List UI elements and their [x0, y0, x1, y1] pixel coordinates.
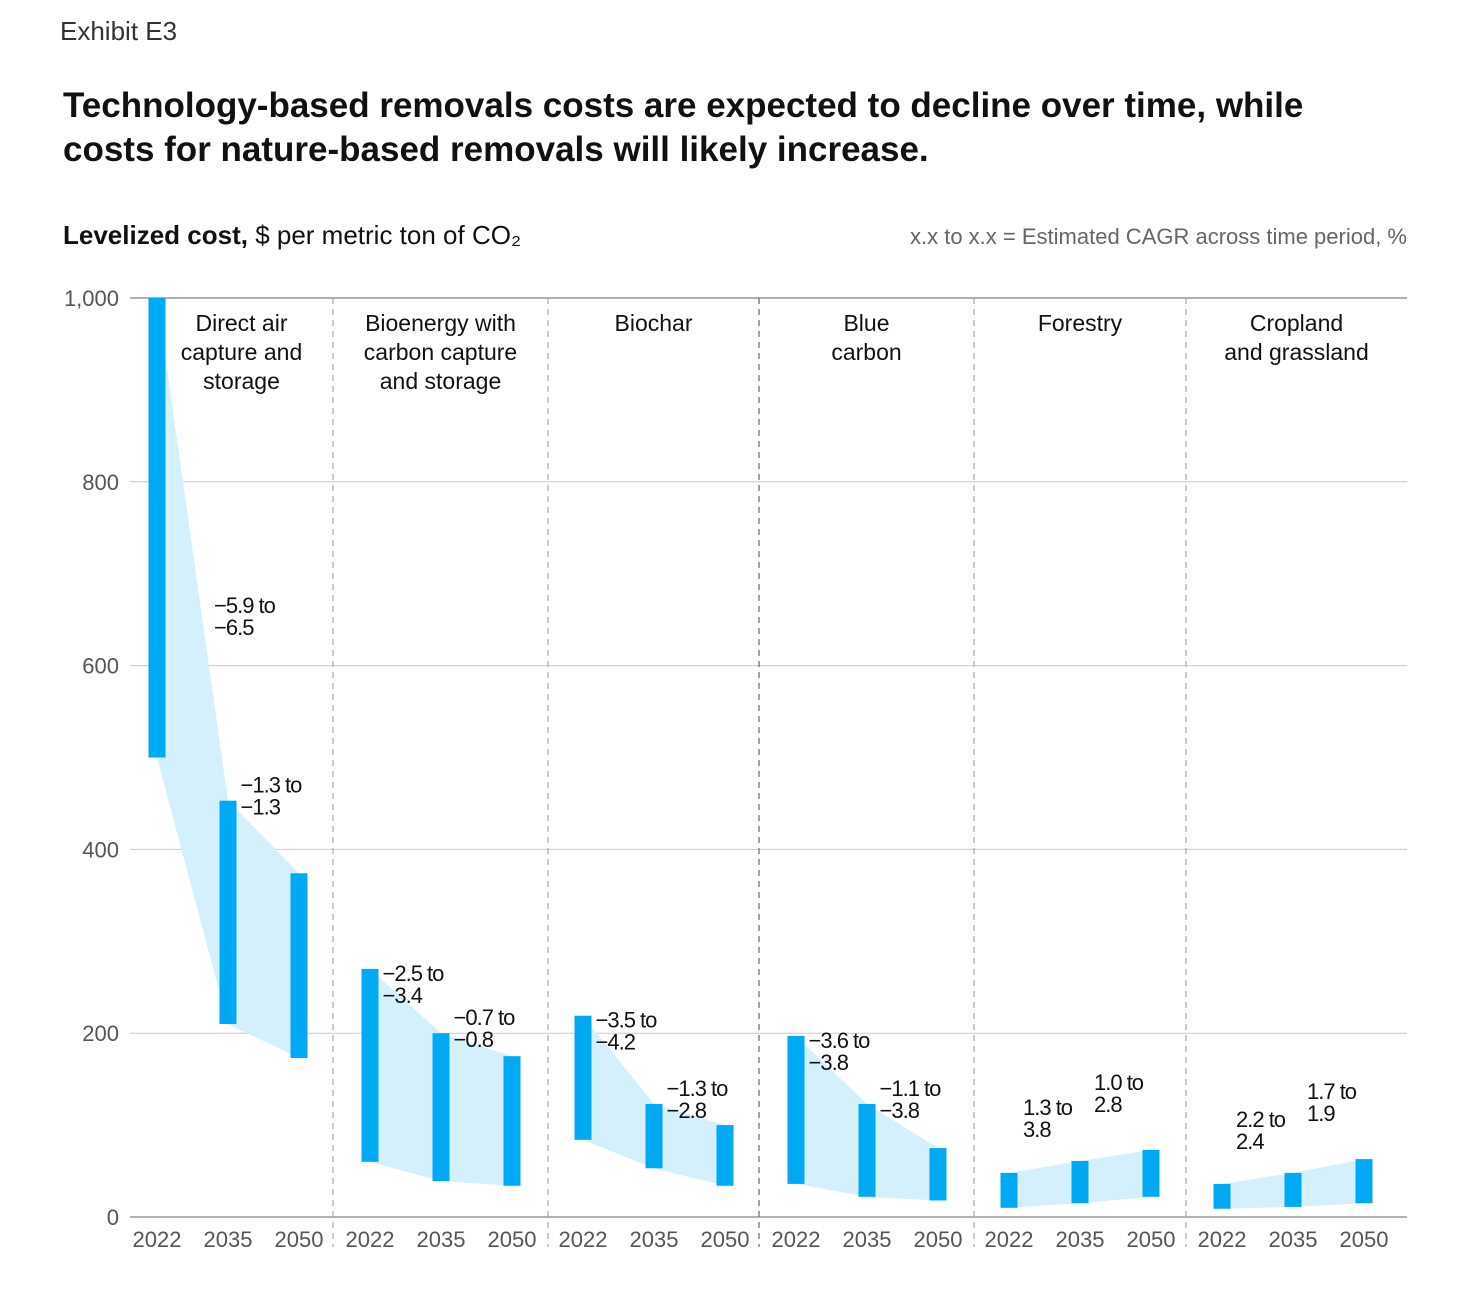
y-tick-label: 0 [107, 1205, 119, 1230]
cagr-label: −2.5 to [383, 961, 445, 986]
y-tick-label: 600 [82, 654, 119, 679]
range-band [867, 1103, 938, 1201]
y-tick-label: 800 [82, 470, 119, 495]
range-bar-2050 [929, 1148, 947, 1201]
range-bar-2035 [645, 1103, 663, 1169]
group-label: Blue [843, 310, 889, 336]
y-tick-label: 400 [82, 837, 119, 862]
range-bar-2050 [1142, 1149, 1160, 1197]
legend-note: x.x to x.x = Estimated CAGR across time … [910, 224, 1407, 249]
range-band [370, 968, 441, 1182]
range-band [1222, 1172, 1293, 1209]
cagr-label: −2.8 [667, 1098, 707, 1123]
exhibit-label: Exhibit E3 [60, 16, 178, 46]
x-tick-label: 2035 [1269, 1227, 1318, 1252]
cagr-label: −1.3 to [241, 773, 303, 798]
group-label: Cropland [1250, 310, 1343, 336]
cagr-label: −1.1 to [880, 1076, 942, 1101]
x-tick-label: 2022 [772, 1227, 821, 1252]
group-label: and grassland [1224, 339, 1369, 365]
group-label: Direct air [195, 310, 287, 336]
range-band [583, 1015, 654, 1169]
x-tick-label: 2022 [346, 1227, 395, 1252]
y-tick-label: 200 [82, 1021, 119, 1046]
cagr-label: −3.8 [880, 1098, 920, 1123]
range-bar-2035 [1071, 1160, 1089, 1204]
y-axis-label-bold: Levelized cost, [63, 220, 248, 250]
range-band [1293, 1159, 1364, 1207]
cagr-label: 2.2 to [1236, 1107, 1286, 1132]
cagr-label: −0.8 [454, 1027, 494, 1052]
cagr-label: 1.3 to [1023, 1095, 1073, 1120]
group-label: and storage [380, 368, 501, 394]
x-tick-label: 2035 [630, 1227, 679, 1252]
x-tick-label: 2022 [1198, 1227, 1247, 1252]
cagr-label: 1.9 [1307, 1101, 1335, 1126]
range-bar-2050 [503, 1056, 521, 1186]
x-tick-label: 2035 [204, 1227, 253, 1252]
x-tick-label: 2050 [1340, 1227, 1389, 1252]
range-bar-2050 [716, 1125, 734, 1186]
range-bar-2022 [787, 1035, 805, 1184]
cagr-label: 1.7 to [1307, 1079, 1357, 1104]
range-bar-2022 [1213, 1183, 1231, 1209]
range-bar-2022 [148, 298, 166, 758]
range-bar-2050 [290, 873, 308, 1059]
cagr-label: −3.5 to [596, 1008, 658, 1033]
x-tick-label: 2050 [914, 1227, 963, 1252]
x-tick-label: 2050 [275, 1227, 324, 1252]
group-label: carbon capture [364, 339, 517, 365]
range-bar-2022 [574, 1015, 592, 1140]
x-tick-label: 2050 [488, 1227, 537, 1252]
range-band [157, 298, 228, 1025]
range-bar-2035 [432, 1033, 450, 1182]
x-tick-label: 2035 [417, 1227, 466, 1252]
x-tick-label: 2022 [985, 1227, 1034, 1252]
x-tick-label: 2022 [559, 1227, 608, 1252]
chart-title: Technology-based removals costs are expe… [63, 86, 1304, 169]
range-bar-2022 [1000, 1172, 1018, 1208]
x-tick-label: 2050 [1127, 1227, 1176, 1252]
cagr-label: −3.6 to [809, 1028, 871, 1053]
x-tick-label: 2035 [1056, 1227, 1105, 1252]
range-bar-2035 [1284, 1172, 1302, 1207]
cagr-label: −1.3 [241, 795, 281, 820]
range-bar-2050 [1355, 1159, 1373, 1204]
cagr-label: 2.8 [1094, 1092, 1122, 1117]
cagr-label: −0.7 to [454, 1005, 516, 1030]
cagr-label: −1.3 to [667, 1076, 729, 1101]
range-band [654, 1103, 725, 1186]
cagr-label: −4.2 [596, 1030, 636, 1055]
group-label: carbon [831, 339, 901, 365]
cagr-label: 3.8 [1023, 1117, 1051, 1142]
y-axis-label-unit: $ per metric ton of CO₂ [247, 220, 522, 250]
range-band [796, 1035, 867, 1197]
range-band [1009, 1160, 1080, 1208]
x-tick-label: 2035 [843, 1227, 892, 1252]
range-bar-2022 [361, 968, 379, 1162]
group-label: Biochar [615, 310, 693, 336]
cagr-label: 2.4 [1236, 1129, 1264, 1154]
range-bar-2035 [219, 800, 237, 1025]
x-tick-label: 2050 [701, 1227, 750, 1252]
cagr-label: 1.0 to [1094, 1070, 1144, 1095]
y-axis-label: Levelized cost, $ per metric ton of CO₂ [63, 220, 521, 251]
range-band [441, 1033, 512, 1186]
group-label: Bioenergy with [365, 310, 516, 336]
range-bar-2035 [858, 1103, 876, 1197]
cagr-label: −3.4 [383, 983, 423, 1008]
cagr-label: −5.9 to [214, 593, 276, 618]
cagr-label: −6.5 [214, 615, 254, 640]
x-tick-label: 2022 [133, 1227, 182, 1252]
range-band [1080, 1149, 1151, 1204]
cagr-label: −3.8 [809, 1050, 849, 1075]
range-band [228, 800, 299, 1059]
group-label: storage [203, 368, 280, 394]
group-label: capture and [181, 339, 302, 365]
y-tick-label: 1,000 [64, 286, 119, 311]
group-label: Forestry [1038, 310, 1123, 336]
